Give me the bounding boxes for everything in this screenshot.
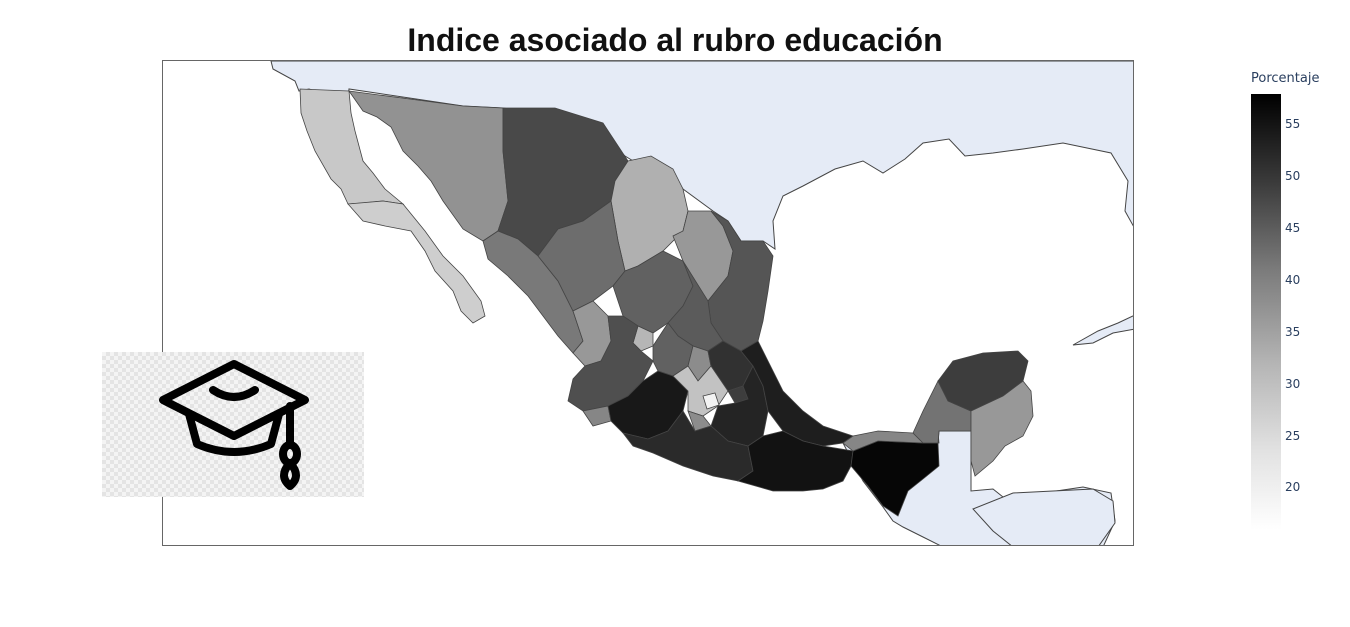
state-jalisco[interactable] (567, 315, 654, 412)
colorbar (1251, 94, 1281, 530)
state-yucat-n[interactable] (937, 350, 1029, 412)
state-quintana-roo[interactable] (970, 380, 1034, 477)
state-ciudad-de-m-xico[interactable] (702, 392, 720, 410)
graduation-cap-icon (159, 360, 309, 490)
colorbar-tick-label: 20 (1285, 480, 1301, 495)
colorbar-tick-label: 30 (1285, 376, 1301, 391)
colorbar-tick-label: 55 (1285, 117, 1301, 132)
colorbar-tick-label: 35 (1285, 324, 1301, 339)
colorbar-tick-label: 45 (1285, 220, 1301, 235)
colorbar-title: Porcentaje (1251, 71, 1320, 86)
colorbar-tick-label: 25 (1285, 428, 1301, 443)
state-michoac-n[interactable] (607, 370, 689, 440)
chart-title: Indice asociado al rubro educación (407, 22, 943, 58)
colorbar-tick-label: 40 (1285, 272, 1301, 287)
state-oaxaca[interactable] (737, 430, 854, 492)
neighbor-honduras (972, 488, 1116, 545)
map-svg (270, 61, 1133, 545)
neighbor-usa (270, 61, 1133, 250)
graduation-cap-image (102, 352, 364, 497)
neighbor-cuba (1072, 315, 1133, 346)
colorbar-tick-label: 50 (1285, 169, 1301, 184)
state-baja-california-sur[interactable] (347, 200, 486, 324)
